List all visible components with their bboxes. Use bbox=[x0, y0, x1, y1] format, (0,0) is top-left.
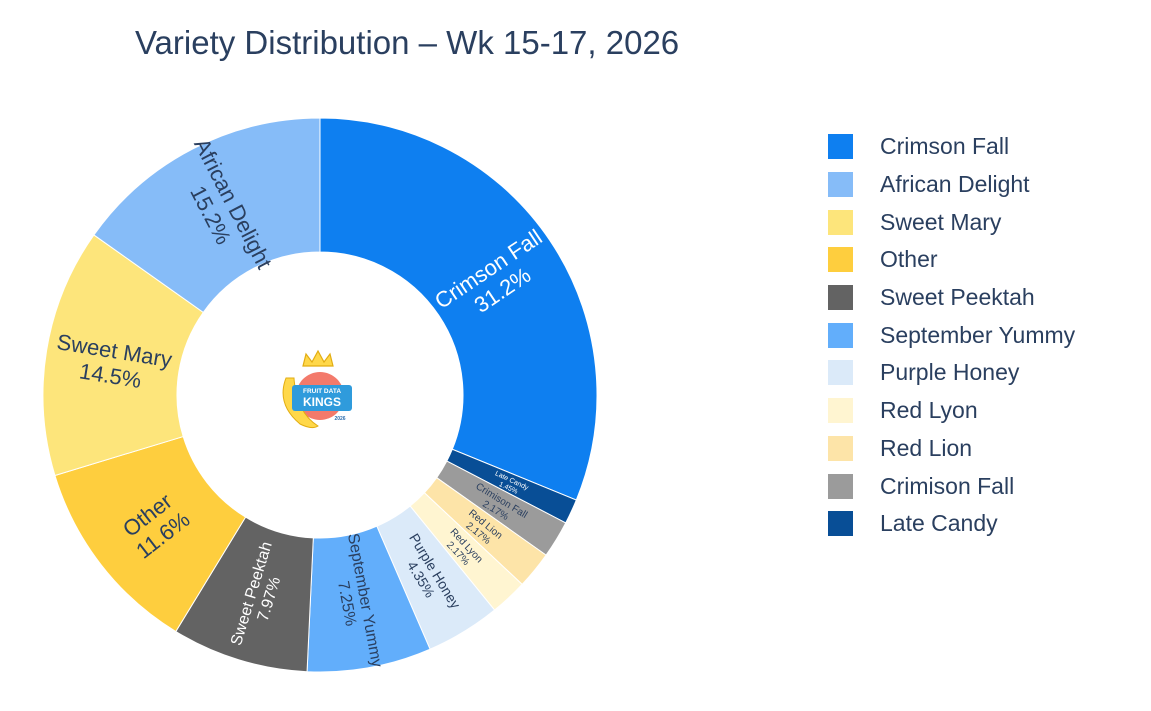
legend-label: Crimison Fall bbox=[880, 472, 1015, 499]
logo-text-line3: 2026 bbox=[334, 416, 345, 422]
legend-item-crimison-fall-9[interactable]: Crimison Fall bbox=[828, 467, 1075, 505]
legend-label: Sweet Mary bbox=[880, 208, 1002, 235]
slice-sweet-mary-9[interactable] bbox=[42, 234, 204, 477]
logo-text-line1: FRUIT DATA bbox=[303, 388, 341, 395]
legend-item-red-lion-8[interactable]: Red Lion bbox=[828, 430, 1075, 468]
legend-swatch bbox=[828, 398, 853, 424]
chart-legend: Crimson Fall African Delight Sweet Mary Oth… bbox=[828, 128, 1075, 543]
legend-swatch bbox=[828, 285, 853, 311]
legend-label: Late Candy bbox=[880, 510, 998, 537]
legend-item-purple-honey-6[interactable]: Purple Honey bbox=[828, 354, 1075, 392]
legend-item-sweet-peektah-4[interactable]: Sweet Peektah bbox=[828, 279, 1075, 317]
legend-swatch bbox=[828, 511, 853, 537]
legend-label: Purple Honey bbox=[880, 359, 1020, 386]
legend-swatch bbox=[828, 172, 853, 198]
legend-item-red-lyon-7[interactable]: Red Lyon bbox=[828, 392, 1075, 430]
chart-title: Variety Distribution – Wk 15-17, 2026 bbox=[135, 24, 680, 61]
legend-label: Crimson Fall bbox=[880, 133, 1010, 160]
legend-swatch bbox=[828, 247, 853, 273]
legend-swatch bbox=[828, 322, 853, 348]
legend-item-crimson-fall-0[interactable]: Crimson Fall bbox=[828, 128, 1075, 166]
legend-label: African Delight bbox=[880, 171, 1030, 198]
legend-label: Red Lion bbox=[880, 434, 973, 461]
legend-label: September Yummy bbox=[880, 321, 1076, 348]
legend-label: Sweet Peektah bbox=[880, 284, 1035, 311]
legend-swatch bbox=[828, 134, 853, 160]
legend-swatch bbox=[828, 360, 853, 386]
legend-swatch bbox=[828, 209, 853, 235]
donut-slices bbox=[42, 117, 598, 673]
legend-label: Other bbox=[880, 246, 938, 273]
legend-label: Red Lyon bbox=[880, 397, 978, 424]
legend-item-african-delight-1[interactable]: African Delight bbox=[828, 166, 1075, 204]
logo-text-line2: KINGS bbox=[303, 395, 341, 409]
legend-swatch bbox=[828, 473, 853, 499]
slice-crimson-fall-0[interactable] bbox=[319, 117, 598, 501]
logo-banner bbox=[292, 385, 352, 411]
legend-item-september-yummy-5[interactable]: September Yummy bbox=[828, 316, 1075, 354]
crown-icon bbox=[302, 349, 334, 367]
legend-item-sweet-mary-2[interactable]: Sweet Mary bbox=[828, 203, 1075, 241]
donut-chart: Crimson Fall31.2%Late Candy1.45%Crimison… bbox=[42, 117, 598, 673]
slice-african-delight-10[interactable] bbox=[93, 117, 321, 314]
legend-item-other-3[interactable]: Other bbox=[828, 241, 1075, 279]
legend-swatch bbox=[828, 435, 853, 461]
fruit-data-kings-logo: FRUIT DATA KINGS 2026 bbox=[282, 349, 352, 429]
legend-item-late-candy-10[interactable]: Late Candy bbox=[828, 505, 1075, 543]
